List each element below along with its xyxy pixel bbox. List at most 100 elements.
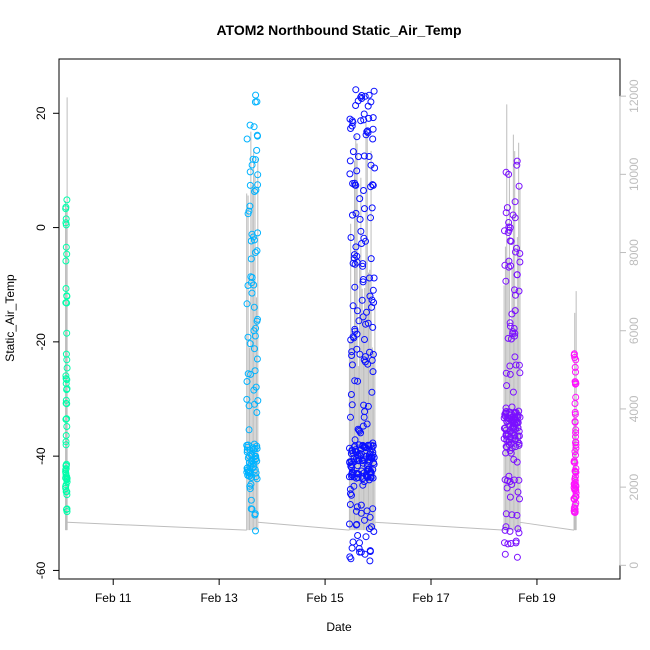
data-point [354,307,361,315]
data-point [63,474,71,482]
data-point [247,237,255,245]
data-point [370,87,378,95]
data-point [351,377,359,385]
data-point [251,445,259,452]
y-tick-label: -20 [34,333,48,351]
data-point [350,254,358,262]
data-point [572,356,580,364]
data-point [357,445,365,453]
data-point [360,401,368,409]
data-point [253,409,261,416]
data-point [508,429,516,437]
data-point [572,493,580,500]
data-point [351,436,359,444]
axes: -60 -40 -20 0 20 0 2000 4000 6000 8000 10000 12000 F… [34,79,641,605]
data-point [346,520,353,528]
data-point [506,362,514,370]
data-point [359,262,367,270]
data-point [357,117,365,125]
data-point [367,214,374,222]
data-point [360,469,368,477]
data-point [353,520,361,528]
data-point [246,168,254,176]
data-point [370,274,378,282]
data-point [369,135,377,143]
data-point [572,444,580,452]
data-point [247,496,255,504]
data-point [367,183,375,191]
data-point [346,115,354,123]
data-point [243,378,251,385]
data-point [63,250,71,258]
data-point [570,508,578,516]
data-point [512,248,519,256]
data-point [503,204,511,212]
data-point [62,438,70,446]
data-point [360,116,368,124]
y2-tick-label: 0 [627,562,641,569]
data-point [571,479,579,487]
data-point [570,504,578,512]
data-point [63,415,71,423]
data-point [367,161,375,169]
data-point [249,155,257,163]
data-point [571,477,579,484]
data-point [362,237,369,245]
data-point [62,203,70,211]
data-point [505,263,513,271]
data-point [365,153,373,160]
data-point [358,92,366,99]
data-point [513,511,521,519]
data-point [507,540,515,547]
data-point [366,513,374,521]
data-point [359,474,367,482]
data-point [366,348,374,356]
data-point [361,205,368,213]
y2-tick-label: 10000 [627,157,641,191]
data-point [248,230,256,238]
data-point [359,276,367,283]
data-point [572,426,580,434]
data-point [62,484,70,492]
data-point [346,444,353,452]
data-point [362,533,370,541]
data-point [515,182,523,190]
data-point [347,413,354,421]
data-point [357,548,365,556]
data-point [369,286,377,294]
data-point [366,525,373,533]
data-point [572,368,579,376]
data-point [368,303,375,311]
data-point [352,86,360,94]
x-tick-label: Feb 19 [518,591,556,605]
data-point [514,525,522,533]
data-point [359,459,367,467]
data-point [254,132,261,140]
altitude-connector [374,521,505,531]
data-point [253,146,261,154]
data-point [348,464,356,472]
data-point [365,114,373,122]
x-tick-label: Feb 17 [412,591,450,605]
data-point [363,420,371,428]
data-point [572,465,580,472]
data-point [250,123,258,131]
data-point [355,441,363,449]
data-point [348,401,356,409]
data-point [248,289,256,297]
data-point [369,125,377,133]
x-tick-label: Feb 13 [200,591,238,605]
data-point [516,258,524,266]
altitude-connector [257,521,350,531]
data-point [361,516,368,524]
data-point [572,481,580,489]
data-point [570,495,578,503]
data-point [62,461,70,469]
data-point [349,148,357,156]
data-point [63,299,71,307]
data-point [62,243,70,251]
data-point [505,438,513,446]
data-point [251,367,259,375]
data-point [347,391,355,398]
data-point [503,484,511,492]
